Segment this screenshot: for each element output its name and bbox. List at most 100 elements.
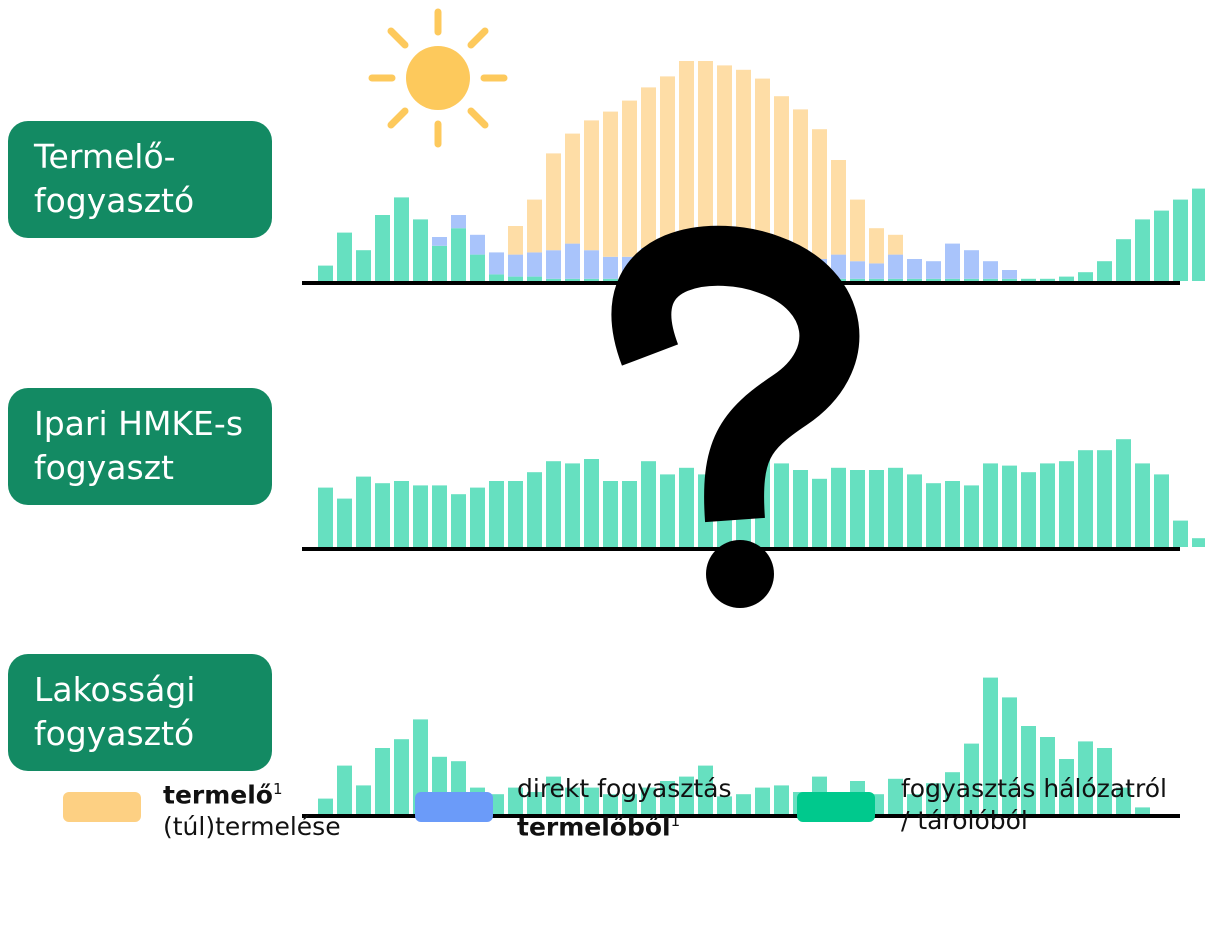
bar-grid	[356, 785, 371, 814]
bar-grid	[565, 787, 580, 814]
bar-overproduction	[831, 160, 846, 255]
bar-grid	[1097, 450, 1112, 547]
bar-grid	[451, 494, 466, 547]
bar-grid	[1135, 807, 1150, 814]
bar-overproduction	[622, 100, 637, 257]
bar-overproduction	[565, 133, 580, 244]
legend-line1: fogyasztás hálózatról	[901, 774, 1167, 803]
bar-grid	[641, 461, 656, 547]
bar-grid	[888, 467, 903, 547]
bar-grid	[1116, 787, 1131, 814]
bar-grid	[812, 478, 827, 547]
legend-line1: direkt fogyasztás	[517, 774, 732, 803]
bar-grid	[1078, 450, 1093, 547]
bar-grid	[1059, 276, 1074, 281]
bar-grid	[1002, 465, 1017, 547]
bar-overproduction	[717, 65, 732, 255]
bar-grid	[1021, 278, 1036, 281]
bar-grid	[584, 787, 599, 814]
legend-sup: 1	[273, 780, 283, 798]
bar-overproduction	[679, 61, 694, 240]
bar-grid	[413, 719, 428, 814]
bar-grid	[964, 485, 979, 547]
bar-grid	[603, 794, 618, 814]
row-label-line2: fogyaszt	[34, 448, 174, 487]
bar-grid	[546, 776, 561, 814]
bar-direct	[451, 215, 466, 229]
legend-bold: termelőből	[517, 812, 671, 842]
legend-sup: 1	[670, 812, 681, 830]
bar-overproduction	[755, 78, 770, 262]
bar-grid	[337, 765, 352, 814]
bar-overproduction	[584, 120, 599, 251]
bar-grid	[1059, 461, 1074, 547]
bar-grid	[1154, 210, 1169, 281]
bar-grid	[1021, 726, 1036, 814]
bar-grid	[641, 787, 656, 814]
bar-grid	[1059, 759, 1074, 814]
bar-grid	[660, 474, 675, 547]
bar-grid	[945, 278, 960, 281]
bar-grid	[622, 794, 637, 814]
bar-direct	[907, 259, 922, 279]
bar-direct	[470, 234, 485, 255]
bar-grid	[337, 498, 352, 547]
bar-grid	[413, 219, 428, 281]
bar-overproduction	[698, 61, 713, 251]
bar-grid	[318, 487, 333, 547]
bar-grid	[584, 459, 599, 547]
bar-grid	[375, 483, 390, 547]
bar-grid	[508, 481, 523, 547]
legend-line2: (túl)termelése	[163, 812, 341, 842]
bar-grid	[318, 798, 333, 814]
bar-grid	[584, 278, 599, 281]
bar-overproduction	[888, 234, 903, 255]
bar-grid	[926, 483, 941, 547]
row-label-termelo-fogyaszto: Termelő- fogyasztó	[8, 121, 272, 238]
bar-grid	[945, 481, 960, 547]
bar-grid	[774, 463, 789, 547]
bar-grid	[508, 787, 523, 814]
bar-grid	[527, 276, 542, 281]
bar-grid	[1116, 439, 1131, 547]
bar-grid	[755, 787, 770, 814]
bar-grid	[907, 794, 922, 814]
bar-overproduction	[641, 87, 656, 249]
bar-grid	[489, 481, 504, 547]
bar-grid	[850, 278, 865, 281]
bar-grid	[1021, 472, 1036, 547]
bar-grid	[774, 785, 789, 814]
bar-grid	[1078, 741, 1093, 814]
bar-grid	[565, 278, 580, 281]
bar-direct	[945, 243, 960, 279]
bar-direct	[603, 256, 618, 279]
bar-grid	[850, 470, 865, 547]
bar-grid	[375, 748, 390, 814]
bar-grid	[869, 470, 884, 547]
bar-direct	[964, 250, 979, 279]
bar-grid	[926, 278, 941, 281]
bar-grid	[489, 274, 504, 281]
bar-grid	[527, 472, 542, 547]
bar-grid	[1173, 199, 1188, 281]
bar-overproduction	[850, 199, 865, 262]
row-label-line1: Lakossági	[34, 670, 196, 709]
legend-label-direct: direkt fogyasztás termelőből1	[517, 773, 732, 843]
bar-grid	[546, 278, 561, 281]
bar-grid	[508, 276, 523, 281]
bar-direct	[508, 254, 523, 277]
bar-grid	[717, 796, 732, 814]
row-label-lakossagi: Lakossági fogyasztó	[8, 654, 272, 771]
bar-direct	[584, 250, 599, 279]
bar-grid	[869, 278, 884, 281]
legend-line2: / tárolóból	[901, 806, 1028, 835]
bar-grid	[1192, 188, 1205, 281]
bar-grid	[432, 245, 447, 281]
legend-label-grid: fogyasztás hálózatról / tárolóból	[901, 773, 1167, 837]
bar-grid	[888, 278, 903, 281]
bar-grid	[1173, 520, 1188, 547]
bar-grid	[470, 254, 485, 281]
bar-overproduction	[527, 199, 542, 253]
bar-direct	[869, 263, 884, 279]
bar-grid	[964, 278, 979, 281]
